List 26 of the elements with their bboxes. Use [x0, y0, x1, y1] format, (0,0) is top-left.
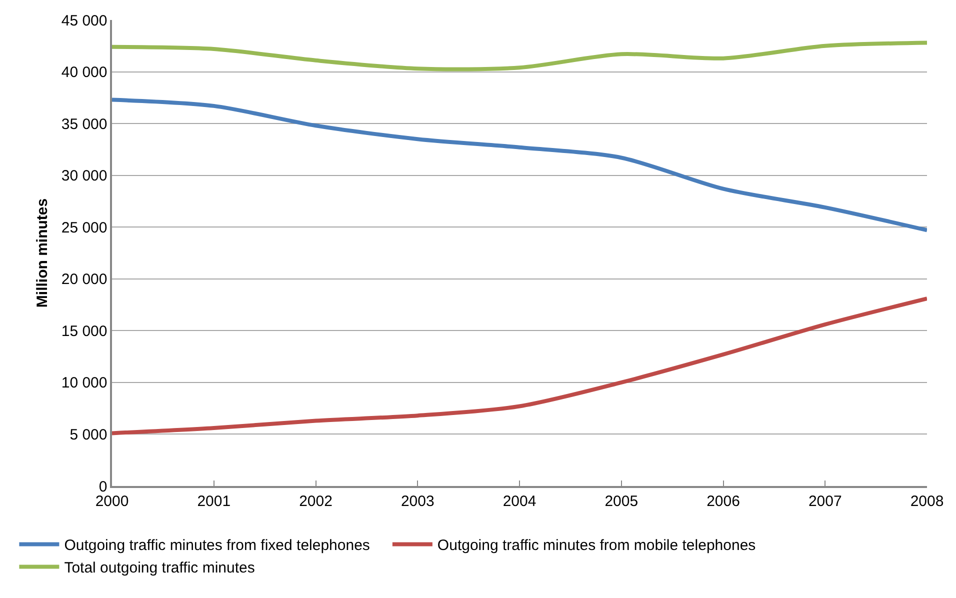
line-series: [112, 296, 927, 436]
y-tick-label: 15 000: [61, 322, 108, 340]
y-tick-label: 25 000: [61, 219, 108, 236]
y-tick-label: 5 000: [70, 426, 108, 444]
x-tick-label: 2002: [299, 492, 332, 510]
x-tick-label: 2005: [604, 492, 638, 510]
y-tick-label: 0: [98, 478, 108, 496]
legend-label: Outgoing traffic minutes from fixed telephones: [64, 537, 370, 554]
x-tick-label: 2008: [910, 492, 944, 510]
y-tick-label: 40 000: [61, 64, 108, 82]
x-tick-label: 2001: [197, 492, 231, 510]
legend-label: Total outgoing traffic minutes: [64, 560, 255, 577]
y-tick-label: 45 000: [61, 12, 108, 30]
legend-label: Outgoing traffic minutes from mobile telephones: [437, 537, 756, 554]
y-tick-label: 35 000: [61, 116, 108, 133]
y-tick-label: 30 000: [61, 168, 108, 185]
x-tick-label: 2004: [502, 492, 536, 510]
y-tick-label: 20 000: [61, 271, 108, 288]
x-tick-label: 2007: [808, 492, 842, 510]
x-tick-label: 2000: [95, 492, 129, 510]
y-axis-title: Million minutes: [34, 198, 52, 308]
y-tick-label: 10 000: [61, 374, 108, 392]
x-tick-label: 2003: [400, 492, 434, 510]
line-series: [112, 98, 927, 232]
x-tick-label: 2006: [706, 492, 740, 510]
line-series: [112, 40, 927, 72]
